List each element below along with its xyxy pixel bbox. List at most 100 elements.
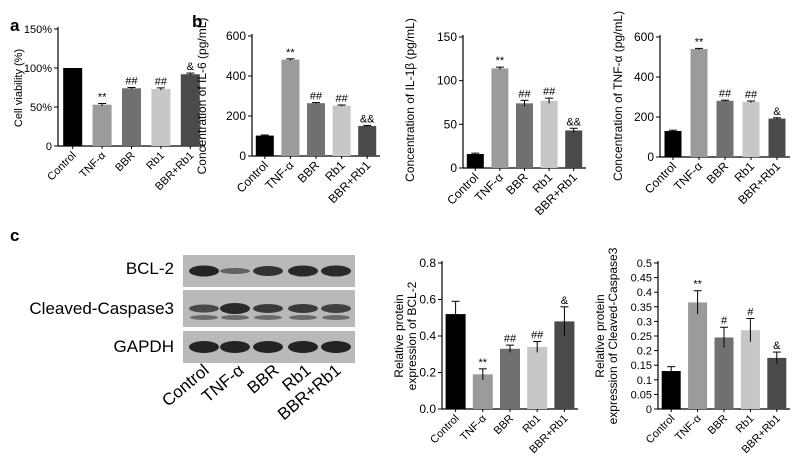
- y-axis-label: expression of BCL-2: [405, 281, 419, 390]
- bar: [554, 321, 575, 409]
- y-tick-label: 0.6: [419, 293, 436, 307]
- y-axis-label: Concentration of IL-1β (pg/mL): [403, 18, 417, 182]
- blot-band: [288, 265, 318, 277]
- significance-label: **: [693, 279, 702, 291]
- blot-lane-label: BBR: [244, 361, 283, 398]
- x-tick-label: BBR: [295, 158, 323, 186]
- significance-label: ##: [719, 88, 732, 100]
- x-tick-label: Control: [45, 150, 79, 184]
- blot-band: [253, 266, 283, 276]
- y-axis-label: expression of Cleaved-Caspase3: [606, 247, 620, 424]
- significance-label: **: [695, 36, 704, 48]
- x-tick-label: Control: [234, 158, 271, 195]
- bar: [767, 357, 787, 409]
- significance-label: &&: [566, 116, 581, 128]
- bar: [500, 348, 520, 409]
- blot-band: [220, 341, 250, 353]
- y-tick-label: 150%: [24, 24, 52, 36]
- bar: [491, 68, 509, 168]
- y-tick-label: 0.0: [419, 402, 436, 416]
- y-tick-label: 0.1: [637, 375, 652, 387]
- y-tick-label: 400: [634, 70, 654, 84]
- y-tick-label: 200: [226, 109, 246, 123]
- chart-tnfa: 0 200 400 600 Concentration of TNF-α (pg/mL)…: [611, 11, 790, 207]
- significance-label: ##: [335, 93, 348, 105]
- significance-label: **: [286, 47, 295, 59]
- bar: [742, 101, 760, 157]
- blot-band: [254, 315, 282, 320]
- blot-band: [321, 341, 351, 353]
- y-tick-label: 0.35: [631, 302, 652, 314]
- bar: [716, 100, 734, 157]
- bar: [255, 135, 274, 156]
- x-tick-label: TNF-α: [673, 412, 704, 443]
- x-tick-label: TNF-α: [78, 149, 109, 180]
- y-tick-label: 400: [226, 69, 246, 83]
- y-tick-label: 0: [450, 161, 457, 175]
- blot-band: [190, 315, 218, 320]
- bar: [122, 88, 141, 146]
- y-tick-label: 600: [634, 30, 654, 44]
- x-tick-label: Rb1: [734, 413, 757, 436]
- blot-band-label: GAPDH: [114, 337, 174, 356]
- y-tick-label: 0: [239, 149, 246, 163]
- bar: [472, 374, 493, 409]
- y-tick-label: 0.05: [631, 389, 652, 401]
- significance-label: &: [773, 340, 781, 352]
- blot-band: [321, 304, 351, 313]
- bar: [151, 89, 171, 146]
- significance-label: &: [187, 61, 195, 73]
- western-blot-image: BCL-2Cleaved-Caspase3GAPDHControlTNF-αBB…: [29, 255, 355, 424]
- y-tick-label: 0.5: [637, 258, 652, 270]
- bar: [307, 103, 325, 156]
- blot-band: [288, 304, 318, 313]
- chart-cell-viability: 0 50% 100% 150% Cell viability (%) Control ** T…: [13, 24, 205, 193]
- blot-band: [322, 315, 350, 320]
- x-tick-label: BBR: [706, 413, 731, 438]
- panel-label-b: b: [192, 12, 203, 31]
- significance-label: **: [98, 91, 107, 103]
- significance-label: ##: [155, 76, 168, 88]
- blot-band: [189, 265, 219, 277]
- y-tick-label: 0.4: [419, 329, 436, 343]
- chart-cleaved-caspase3: 0 0.05 0.1 0.15 0.2 0.25 0.3 0.35 0.4 0.45 0.5 Rela…: [593, 247, 790, 456]
- bar: [516, 103, 533, 168]
- y-tick-label: 200: [634, 110, 654, 124]
- x-tick-label: Rb1: [521, 413, 544, 436]
- x-tick-label: TNF-α: [262, 158, 296, 192]
- y-tick-label: 0.25: [631, 331, 652, 343]
- x-tick-label: Control: [642, 159, 679, 196]
- y-tick-label: 0.8: [419, 256, 436, 270]
- chart-il6: 0 200 400 600 Concentration of IL-6 (pg/mL) C…: [195, 18, 380, 206]
- y-axis-label: Cell viability (%): [13, 49, 25, 127]
- bar: [664, 131, 682, 157]
- bar: [661, 371, 681, 409]
- blot-band: [221, 315, 249, 320]
- y-tick-label: 50%: [30, 102, 52, 114]
- blot-band: [289, 315, 317, 320]
- blot-band: [189, 341, 219, 353]
- significance-label: &&: [360, 113, 375, 125]
- significance-label: &: [561, 295, 569, 307]
- blot-band-label: Cleaved-Caspase3: [29, 299, 174, 318]
- blot-band: [288, 341, 318, 353]
- blot-band: [253, 304, 283, 313]
- y-tick-label: 0: [46, 141, 52, 153]
- y-tick-label: 600: [226, 29, 246, 43]
- blot-band: [321, 265, 351, 277]
- significance-label: #: [747, 306, 754, 318]
- x-tick-label: BBR: [113, 150, 138, 175]
- bar: [180, 74, 200, 146]
- x-tick-label: Control: [644, 413, 678, 447]
- panel-label-a: a: [10, 16, 20, 35]
- y-axis-label: Relative protein: [593, 294, 607, 377]
- y-tick-label: 0.4: [637, 287, 652, 299]
- panel-label-c: c: [10, 226, 20, 245]
- bar: [63, 68, 83, 146]
- significance-label: #: [721, 315, 728, 327]
- blot-band: [253, 341, 283, 353]
- x-tick-label: BBR: [503, 170, 531, 198]
- y-tick-label: 0.2: [419, 366, 436, 380]
- x-tick-label: TNF-α: [671, 159, 705, 193]
- bar: [445, 314, 466, 409]
